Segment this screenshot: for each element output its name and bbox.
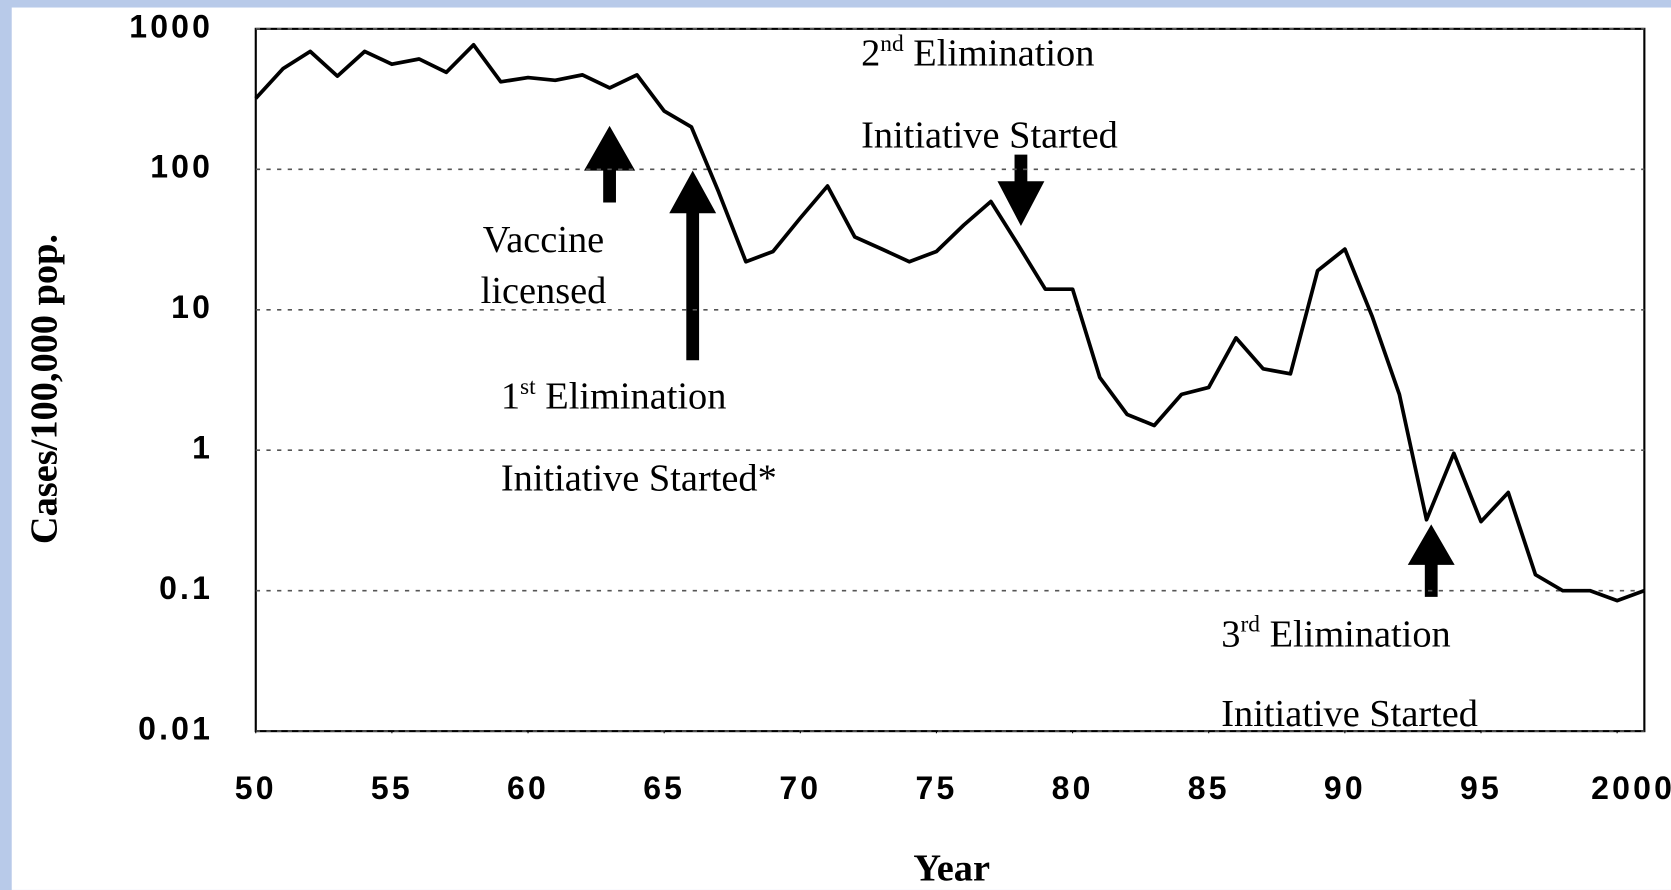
x-tick-label: 95 xyxy=(1460,770,1502,806)
canvas xyxy=(11,7,1671,890)
x-tick-label: 55 xyxy=(371,770,413,806)
x-tick-label: 90 xyxy=(1324,770,1366,806)
annotation: Initiative Started xyxy=(1221,693,1478,735)
x-tick-label: 80 xyxy=(1052,770,1094,806)
annotation: 1st Elimination xyxy=(501,374,727,417)
arrow xyxy=(1407,524,1455,597)
annotation: Initiative Started xyxy=(861,114,1118,156)
x-tick-label: 65 xyxy=(643,770,685,806)
data-line xyxy=(254,42,1645,603)
arrow xyxy=(997,154,1045,227)
x-axis-title: Year xyxy=(913,848,990,890)
y-axis-title: Cases/100,000 pop. xyxy=(24,234,66,544)
annotation: 3rd Elimination xyxy=(1221,612,1450,655)
y-tick-label: 0.01 xyxy=(138,711,213,747)
annotation: Initiative Started* xyxy=(501,458,777,500)
x-tick-label: 85 xyxy=(1188,770,1230,806)
annotation: Vaccine xyxy=(483,219,604,261)
x-tick-label: 50 xyxy=(235,770,277,806)
y-tick-label: 1000 xyxy=(129,8,213,44)
x-tick-label: 2000 xyxy=(1591,770,1671,806)
arrows xyxy=(583,125,1455,597)
arrow xyxy=(669,170,717,361)
x-tick-label: 75 xyxy=(915,770,957,806)
annotation: licensed xyxy=(481,270,607,312)
x-tick-label: 70 xyxy=(779,770,821,806)
x-tick-label: 60 xyxy=(507,770,549,806)
arrow xyxy=(583,125,636,203)
y-tick-label: 1 xyxy=(192,430,213,466)
annotation: 2nd Elimination xyxy=(861,31,1094,74)
y-tick-label: 10 xyxy=(171,289,213,325)
y-tick-label: 100 xyxy=(150,149,213,185)
y-tick-label: 0.1 xyxy=(159,570,213,606)
